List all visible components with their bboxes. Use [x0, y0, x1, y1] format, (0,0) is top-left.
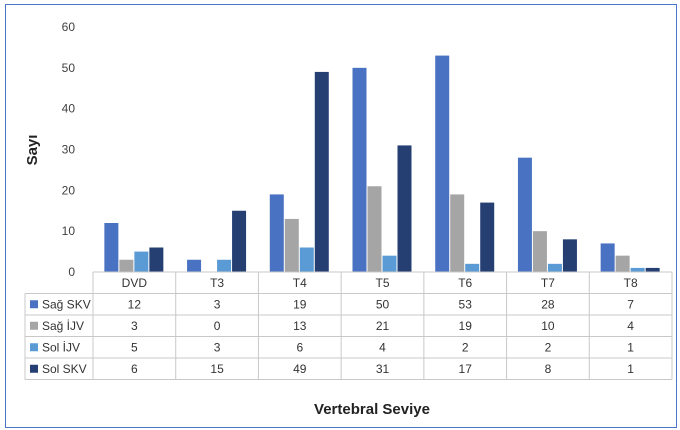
legend-swatch — [30, 364, 38, 373]
bar — [187, 259, 202, 272]
bar — [217, 259, 232, 272]
legend-label: Sol İJV — [42, 340, 80, 354]
data-label: 0 — [214, 319, 221, 333]
data-label: 4 — [627, 319, 634, 333]
data-label: 4 — [379, 340, 386, 354]
x-tick-label: T5 — [375, 276, 389, 290]
bar — [630, 267, 645, 272]
bar — [299, 247, 314, 272]
data-label: 7 — [627, 297, 634, 311]
bar — [104, 223, 119, 272]
data-label: 49 — [293, 362, 307, 376]
legend-label: Sağ SKV — [42, 297, 91, 311]
x-tick-label: T6 — [458, 276, 472, 290]
data-label: 21 — [376, 319, 390, 333]
axes: 0 10 20 30 40 50 60 — [62, 20, 76, 279]
legend-swatch — [30, 343, 38, 352]
y-tick-label: 60 — [62, 20, 76, 34]
x-tick-label: T4 — [293, 276, 307, 290]
data-label: 8 — [545, 362, 552, 376]
data-label: 2 — [545, 340, 552, 354]
legend-swatch — [30, 321, 38, 330]
bar — [435, 55, 450, 273]
bar — [615, 255, 630, 272]
legend-label: Sol SKV — [42, 362, 87, 376]
bar — [382, 255, 397, 272]
data-label: 3 — [131, 319, 138, 333]
legend-label: Sağ İJV — [42, 319, 84, 333]
bar — [232, 210, 247, 272]
bar — [284, 218, 299, 272]
data-label: 1 — [627, 362, 634, 376]
bar — [645, 267, 660, 272]
y-tick-label: 0 — [68, 265, 75, 279]
y-tick-label: 50 — [62, 61, 76, 75]
bar — [367, 186, 382, 272]
bar — [532, 231, 547, 272]
bar — [149, 247, 164, 272]
bar — [119, 259, 134, 272]
x-tick-label: DVD — [122, 276, 148, 290]
y-axis-label: Sayı — [24, 135, 41, 166]
data-label: 17 — [459, 362, 473, 376]
bar — [600, 243, 615, 272]
data-label: 5 — [131, 340, 138, 354]
data-label: 10 — [541, 319, 555, 333]
data-label: 19 — [293, 297, 307, 311]
bar — [269, 194, 284, 272]
bar — [480, 202, 495, 272]
x-tick-label: T8 — [624, 276, 638, 290]
legend-swatch — [30, 300, 38, 309]
x-tick-label: T7 — [541, 276, 555, 290]
data-label: 19 — [459, 319, 473, 333]
bar — [547, 263, 562, 272]
data-label: 15 — [210, 362, 224, 376]
bar — [517, 157, 532, 272]
y-tick-label: 10 — [62, 224, 76, 238]
data-label: 13 — [293, 319, 307, 333]
data-label: 31 — [376, 362, 390, 376]
bar — [352, 67, 367, 272]
bar — [562, 239, 577, 272]
y-tick-label: 20 — [62, 183, 76, 197]
bar — [450, 194, 465, 272]
data-label: 3 — [214, 297, 221, 311]
x-axis-label: Vertebral Seviye — [314, 401, 430, 418]
data-label: 2 — [462, 340, 469, 354]
data-label: 6 — [131, 362, 138, 376]
bar — [134, 251, 149, 272]
data-label: 28 — [541, 297, 555, 311]
x-tick-label: T3 — [210, 276, 224, 290]
data-label: 53 — [459, 297, 473, 311]
bars — [104, 55, 660, 273]
y-tick-label: 40 — [62, 102, 76, 116]
bar — [397, 145, 412, 272]
data-label: 6 — [296, 340, 303, 354]
data-label: 1 — [627, 340, 634, 354]
bar — [314, 71, 329, 273]
data-label: 12 — [128, 297, 142, 311]
data-label: 50 — [376, 297, 390, 311]
bar — [465, 263, 480, 272]
y-tick-label: 30 — [62, 143, 76, 157]
data-label: 3 — [214, 340, 221, 354]
